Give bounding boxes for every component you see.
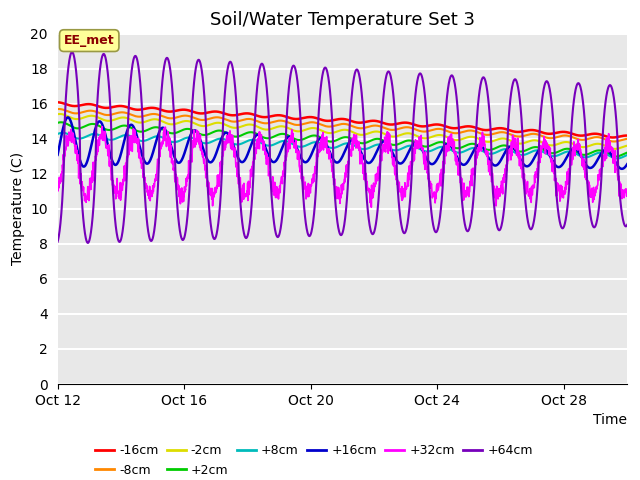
+64cm [607, 83, 615, 89]
+64cm [607, 84, 615, 89]
+64cm [83, 239, 91, 245]
Text: EE_met: EE_met [64, 34, 115, 47]
-2cm [623, 143, 631, 149]
-8cm [611, 139, 618, 144]
-8cm [55, 106, 63, 112]
+2cm [623, 150, 631, 156]
+2cm [502, 143, 510, 149]
-16cm [623, 132, 631, 138]
Line: -16cm: -16cm [58, 102, 627, 137]
+32cm [503, 168, 511, 174]
-16cm [607, 134, 614, 140]
Line: -8cm: -8cm [58, 109, 627, 142]
-8cm [316, 121, 324, 127]
+32cm [98, 124, 106, 130]
+2cm [316, 134, 324, 140]
+16cm [64, 115, 72, 120]
+64cm [316, 92, 324, 98]
-8cm [54, 106, 61, 112]
+16cm [623, 161, 631, 167]
+64cm [54, 239, 61, 245]
+32cm [367, 204, 375, 210]
Title: Soil/Water Temperature Set 3: Soil/Water Temperature Set 3 [210, 11, 475, 29]
+64cm [68, 49, 76, 55]
-8cm [83, 108, 91, 114]
-2cm [331, 130, 339, 135]
+32cm [607, 144, 615, 150]
+8cm [623, 152, 631, 158]
+8cm [54, 131, 61, 137]
+16cm [607, 151, 615, 157]
+2cm [612, 154, 620, 159]
+8cm [331, 145, 339, 151]
+32cm [623, 192, 631, 197]
+16cm [502, 147, 510, 153]
+8cm [607, 154, 614, 159]
+64cm [623, 222, 631, 228]
+2cm [54, 120, 61, 126]
-16cm [607, 134, 614, 140]
Line: +8cm: +8cm [58, 133, 627, 158]
-2cm [54, 111, 61, 117]
-2cm [56, 111, 64, 117]
+16cm [607, 151, 614, 156]
-2cm [316, 127, 324, 132]
Line: -2cm: -2cm [58, 114, 627, 149]
+16cm [54, 152, 61, 158]
+8cm [502, 146, 510, 152]
-16cm [316, 116, 323, 122]
-8cm [607, 138, 615, 144]
+8cm [607, 154, 615, 159]
-2cm [502, 136, 510, 142]
+64cm [503, 170, 511, 176]
-8cm [502, 130, 510, 136]
-2cm [607, 145, 615, 151]
+64cm [332, 196, 339, 202]
+2cm [607, 152, 614, 158]
+16cm [331, 158, 339, 164]
Line: +32cm: +32cm [58, 127, 627, 207]
+8cm [316, 140, 324, 146]
+2cm [83, 122, 91, 128]
X-axis label: Time: Time [593, 413, 627, 427]
+8cm [83, 133, 91, 139]
-16cm [83, 101, 90, 107]
+8cm [613, 156, 621, 161]
Legend: -16cm, -8cm, -2cm, +2cm, +8cm, +16cm, +32cm, +64cm: -16cm, -8cm, -2cm, +2cm, +8cm, +16cm, +3… [90, 439, 538, 480]
-8cm [607, 138, 614, 144]
-2cm [83, 114, 91, 120]
+2cm [607, 153, 615, 158]
Line: +16cm: +16cm [58, 118, 627, 169]
Line: +64cm: +64cm [58, 52, 627, 243]
-8cm [623, 136, 631, 142]
Y-axis label: Temperature (C): Temperature (C) [11, 152, 24, 265]
+32cm [607, 147, 615, 153]
+32cm [331, 184, 339, 190]
+16cm [618, 166, 626, 172]
+2cm [57, 120, 65, 125]
+32cm [54, 187, 61, 192]
-16cm [331, 117, 339, 123]
-2cm [607, 145, 614, 151]
+32cm [83, 195, 90, 201]
-2cm [611, 146, 619, 152]
+2cm [331, 138, 339, 144]
-16cm [502, 126, 510, 132]
-8cm [331, 123, 339, 129]
-16cm [54, 99, 61, 105]
+16cm [316, 136, 324, 142]
Line: +2cm: +2cm [58, 122, 627, 156]
+16cm [83, 159, 91, 165]
+8cm [59, 130, 67, 136]
-16cm [609, 134, 616, 140]
+64cm [84, 240, 92, 246]
+32cm [316, 141, 324, 146]
